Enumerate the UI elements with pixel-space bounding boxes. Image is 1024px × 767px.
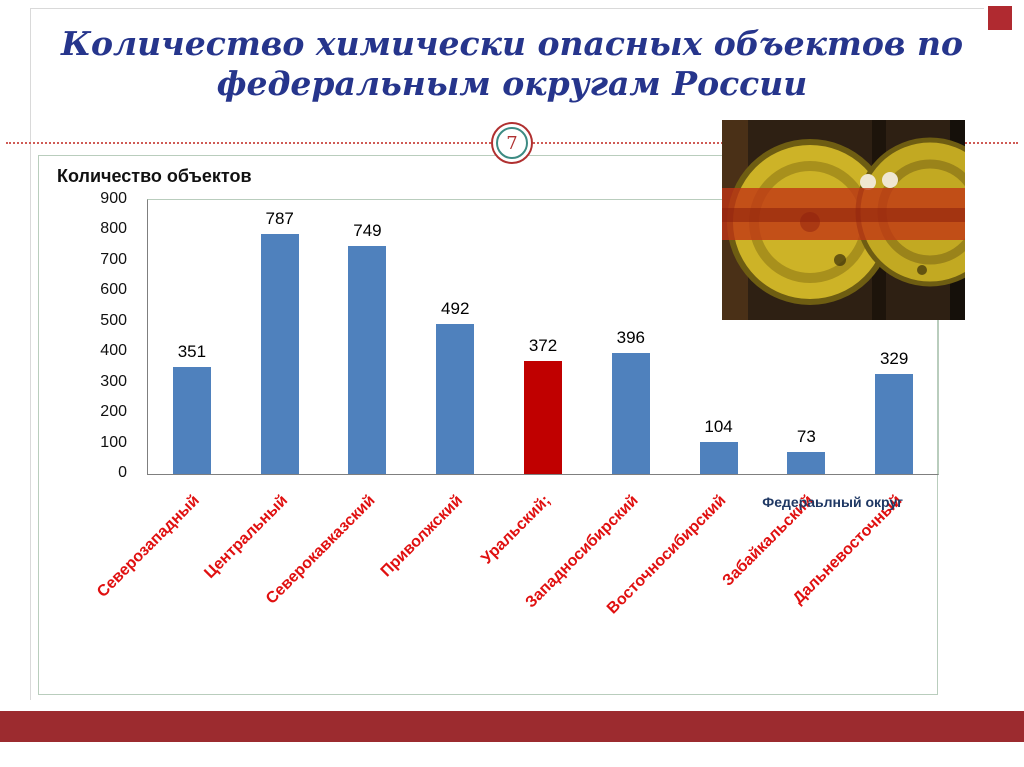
page-number-inner-ring: 7	[496, 127, 528, 159]
slide-title-line2: федеральным округам России	[216, 64, 808, 104]
bar-slot: 351	[148, 200, 236, 474]
y-tick-label: 0	[118, 464, 127, 481]
x-label-slot: Приволжский	[378, 476, 498, 691]
bar-value-label: 749	[353, 220, 382, 240]
y-tick-label: 400	[100, 342, 127, 360]
corner-accent-square	[988, 6, 1012, 30]
y-tick-label: 300	[100, 372, 127, 390]
x-axis-title: Федераьлный округ	[762, 494, 903, 510]
y-axis-title: Количество объектов	[57, 166, 252, 186]
bar-slot: 372	[499, 200, 587, 474]
bar	[348, 245, 387, 474]
y-tick-label: 800	[100, 220, 127, 238]
page-number-badge: 7	[491, 122, 533, 164]
y-tick-label: 600	[100, 281, 127, 299]
bottom-accent-band	[0, 711, 1024, 742]
y-tick-label: 700	[100, 250, 127, 268]
chemical-drums-illustration	[722, 120, 965, 320]
y-tick-label: 200	[100, 403, 127, 421]
y-tick-label: 900	[100, 190, 127, 207]
x-label-slot: Северозападный	[94, 476, 235, 691]
bar	[260, 234, 299, 474]
frame-left-line	[30, 8, 31, 700]
bar	[436, 324, 475, 474]
bar	[699, 442, 738, 474]
y-tick-label: 500	[100, 311, 127, 329]
bar	[875, 373, 914, 474]
chemical-drums-photo	[722, 120, 965, 320]
y-tick-label: 100	[100, 433, 127, 451]
bar-slot: 329	[850, 200, 938, 474]
bar	[611, 353, 650, 474]
bar-value-label: 396	[616, 328, 645, 348]
bar-value-label: 492	[441, 299, 470, 319]
plot-area: 351 787 749 492 372 396 104 73 329	[147, 199, 939, 475]
bar-value-label: 73	[796, 426, 816, 446]
bar-slot: 104	[675, 200, 763, 474]
x-label-slot: Восточносибирский	[604, 476, 762, 691]
bar	[524, 360, 563, 474]
slide-title: Количество химически опасных объектов по…	[60, 24, 964, 105]
slide-title-line1: Количество химически опасных объектов по	[60, 24, 963, 63]
bar-value-label: 372	[528, 335, 558, 355]
bar-value-label: 787	[265, 209, 294, 229]
bar-slot: 749	[324, 200, 412, 474]
bar-slot: 787	[236, 200, 324, 474]
bar-value-label: 351	[177, 342, 207, 362]
bar-value-label: 104	[704, 417, 733, 437]
bars: 351 787 749 492 372 396 104 73 329	[148, 200, 938, 474]
bar	[172, 367, 211, 474]
page-number: 7	[506, 132, 518, 154]
bar-value-label: 329	[879, 348, 909, 368]
y-axis-ticks: 900 800 700 600 500 400 300 200 100 0	[39, 190, 139, 481]
x-label-slot: Северокавказский	[263, 476, 411, 691]
bar-slot: 73	[762, 200, 850, 474]
bar-slot: 492	[411, 200, 499, 474]
bar	[787, 451, 826, 474]
bar-slot: 396	[587, 200, 675, 474]
frame-top-line	[30, 8, 984, 9]
x-category-label: Северозападный	[94, 492, 203, 601]
